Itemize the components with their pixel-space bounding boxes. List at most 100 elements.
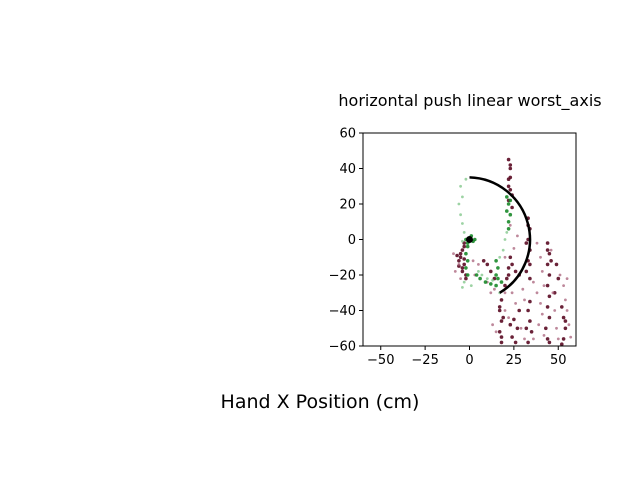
scatter-point-maroon_faded [565, 309, 569, 312]
scatter-point-maroon [462, 244, 467, 249]
scatter-point-maroon_faded [523, 298, 526, 302]
scatter-point-maroon [517, 308, 521, 313]
scatter-point-maroon [506, 266, 511, 270]
scatter-point-green_faded [501, 248, 505, 252]
scatter-point-maroon [497, 308, 502, 313]
scatter-point-green [499, 280, 504, 284]
scatter-point-green [465, 244, 470, 249]
y-tick-label: −20 [329, 269, 356, 284]
scatter-point-maroon [501, 315, 506, 320]
scatter-point-maroon_faded [516, 234, 519, 238]
scatter-point-maroon [526, 340, 530, 345]
scatter-point-green [465, 273, 470, 277]
scatter-point-maroon_faded [494, 330, 498, 334]
scatter-point-maroon [545, 262, 550, 267]
scatter-point-maroon [508, 175, 513, 180]
scatter-point-maroon [485, 262, 490, 267]
scatter-point-green_faded [469, 284, 473, 287]
scatter-point-maroon [545, 283, 550, 288]
scatter-point-maroon [510, 205, 514, 210]
x-tick-label: 25 [506, 353, 523, 368]
y-tick-label: −40 [329, 304, 356, 319]
scatter-point-green [474, 273, 479, 277]
scatter-point-maroon [563, 326, 568, 331]
scatter-point-green_faded [459, 184, 462, 188]
scatter-point-maroon_faded [491, 323, 494, 327]
scatter-point-green_faded [464, 177, 468, 181]
x-axis-ticks: −50 −25 0 25 50 [367, 346, 567, 368]
scatter-point-maroon_faded [542, 334, 546, 337]
scatter-point-maroon [499, 298, 504, 302]
scatter-point-maroon_faded [532, 337, 535, 341]
scatter-point-maroon_faded [549, 248, 553, 252]
scatter-point-maroon_faded [477, 263, 480, 266]
scatter-point-green [494, 259, 498, 263]
scatter-point-green [465, 259, 470, 263]
scatter-point-maroon [457, 259, 461, 263]
scatter-point-green [489, 282, 493, 286]
scatter-point-green [464, 251, 468, 256]
scatter-point-maroon [497, 305, 502, 309]
scatter-point-maroon_faded [503, 291, 507, 295]
y-tick-label: 60 [339, 127, 356, 142]
scatter-point-green [506, 227, 511, 231]
scatter-point-maroon_faded [471, 259, 475, 263]
y-tick-label: −60 [329, 340, 356, 355]
scatter-point-maroon [499, 335, 504, 339]
scatter-point-maroon [547, 251, 552, 256]
scatter-point-maroon_faded [535, 291, 539, 295]
scatter-point-green_faded [459, 213, 462, 217]
scatter-point-maroon [547, 273, 552, 277]
scatter-point-maroon_faded [555, 326, 558, 330]
scatter-point-green_faded [491, 278, 494, 282]
scatter-point-maroon_faded [452, 252, 455, 256]
y-tick-label: 40 [339, 162, 356, 177]
scatter-point-maroon [510, 262, 514, 267]
start-marker [466, 236, 473, 243]
scatter-point-maroon_faded [453, 270, 457, 273]
x-tick-label: −50 [367, 353, 394, 368]
scatter-point-green [496, 266, 500, 270]
scatter-point-maroon_faded [503, 255, 507, 259]
scatter-point-maroon_faded [537, 323, 541, 327]
scatter-point-maroon [528, 276, 532, 281]
scatter-point-maroon [460, 248, 465, 252]
scatter-point-maroon [561, 315, 566, 320]
scatter-point-green_faded [503, 238, 507, 241]
scatter-point-maroon [515, 326, 520, 331]
scatter-point-green_faded [485, 277, 489, 280]
scatter-point-maroon [508, 255, 513, 260]
scatter-point-green_faded [462, 280, 466, 284]
scatter-point-maroon [462, 262, 467, 267]
scatter-point-green [494, 273, 498, 277]
scatter-point-maroon_faded [565, 277, 569, 280]
scatter-point-maroon [563, 319, 568, 323]
scatter-point-maroon_faded [539, 302, 542, 305]
scatter-point-maroon [545, 305, 550, 309]
y-axis-ticks: −60 −40 −20 0 20 40 60 [329, 127, 363, 355]
scatter-point-maroon [524, 241, 529, 245]
x-axis-label: Hand X Position (cm) [221, 391, 420, 413]
x-tick-label: 50 [550, 353, 567, 368]
scatter-point-maroon [528, 262, 532, 267]
scatter-point-green [506, 220, 511, 224]
scatter-point-maroon [513, 340, 518, 345]
overlay-layer [466, 176, 532, 294]
x-tick-label: 0 [465, 353, 473, 368]
scatter-point-maroon [513, 269, 518, 274]
scatter-point-maroon [506, 184, 511, 189]
scatter-point-green_faded [480, 273, 484, 277]
scatter-point-maroon_faded [510, 291, 514, 295]
scatter-point-green_faded [498, 255, 502, 259]
scatter-point-maroon_faded [540, 270, 544, 273]
scatter-point-green [508, 198, 513, 203]
scatter-point-maroon [561, 337, 566, 341]
x-tick-label: −25 [411, 353, 438, 368]
scatter-point-maroon_faded [514, 302, 517, 305]
scatter-point-green [505, 209, 509, 213]
target-arc [469, 176, 532, 294]
scatter-point-maroon [464, 276, 468, 281]
scatter-point-green [496, 276, 500, 281]
scatter-point-maroon [545, 337, 550, 341]
